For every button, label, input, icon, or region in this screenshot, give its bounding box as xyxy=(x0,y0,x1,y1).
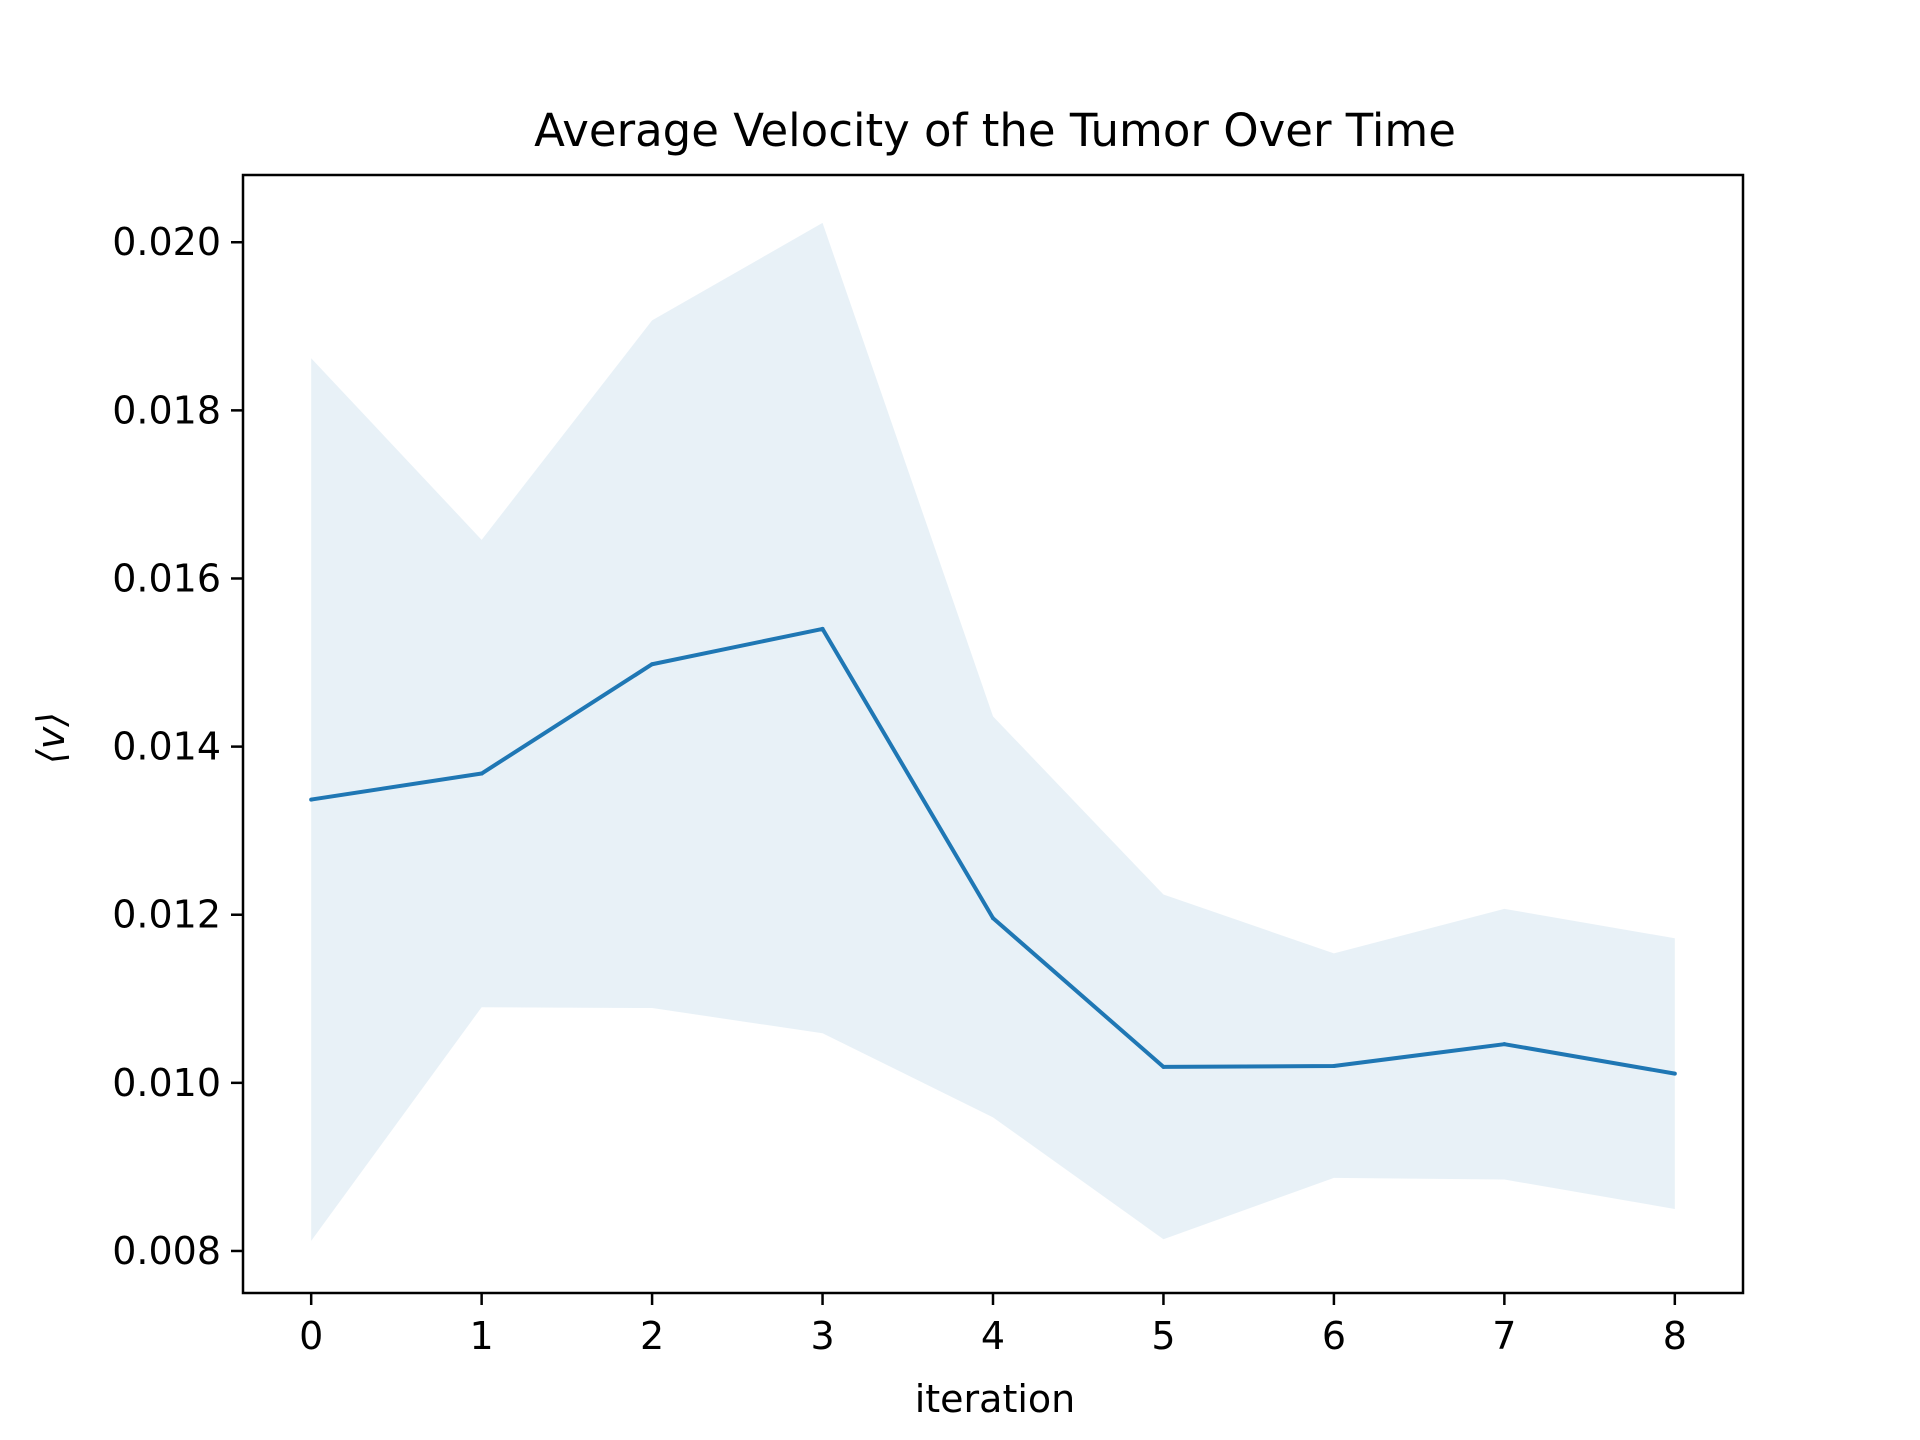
data-point-0 xyxy=(309,797,314,802)
data-point-3 xyxy=(820,626,825,631)
confidence-band xyxy=(311,222,1675,1241)
x-axis-label: iteration xyxy=(915,1377,1076,1421)
y-axis-label: ⟨v⟩ xyxy=(29,712,73,764)
x-tick-label-0: 0 xyxy=(299,1314,323,1358)
chart-title: Average Velocity of the Tumor Over Time xyxy=(534,104,1456,157)
data-points xyxy=(309,626,1677,1076)
x-tick-label-3: 3 xyxy=(810,1314,834,1358)
x-tick-label-7: 7 xyxy=(1492,1314,1516,1358)
data-point-2 xyxy=(650,662,655,667)
x-tick-label-6: 6 xyxy=(1322,1314,1346,1358)
y-tick-label-1: 0.010 xyxy=(112,1061,221,1105)
y-tick-label-5: 0.018 xyxy=(112,388,221,432)
y-tick-label-3: 0.014 xyxy=(112,725,221,769)
y-tick-label-6: 0.020 xyxy=(112,220,221,264)
data-point-4 xyxy=(991,916,995,921)
data-point-6 xyxy=(1331,1064,1336,1069)
y-axis-ticks: 0.008 0.010 0.012 0.014 0.016 0.018 0.020 xyxy=(112,220,243,1273)
y-tick-label-2: 0.012 xyxy=(112,893,221,937)
x-tick-label-4: 4 xyxy=(981,1314,1005,1358)
x-tick-label-5: 5 xyxy=(1151,1314,1175,1358)
data-point-8 xyxy=(1672,1071,1677,1076)
plot-area xyxy=(309,222,1677,1241)
x-axis-ticks: 0 1 2 3 4 5 6 7 8 xyxy=(299,1293,1687,1358)
data-point-1 xyxy=(479,771,484,776)
x-tick-label-1: 1 xyxy=(470,1314,494,1358)
y-tick-label-4: 0.016 xyxy=(112,556,221,600)
data-point-7 xyxy=(1502,1042,1507,1047)
x-tick-label-8: 8 xyxy=(1663,1314,1687,1358)
x-tick-label-2: 2 xyxy=(640,1314,664,1358)
y-tick-label-0: 0.008 xyxy=(112,1229,221,1273)
data-point-5 xyxy=(1161,1064,1166,1069)
